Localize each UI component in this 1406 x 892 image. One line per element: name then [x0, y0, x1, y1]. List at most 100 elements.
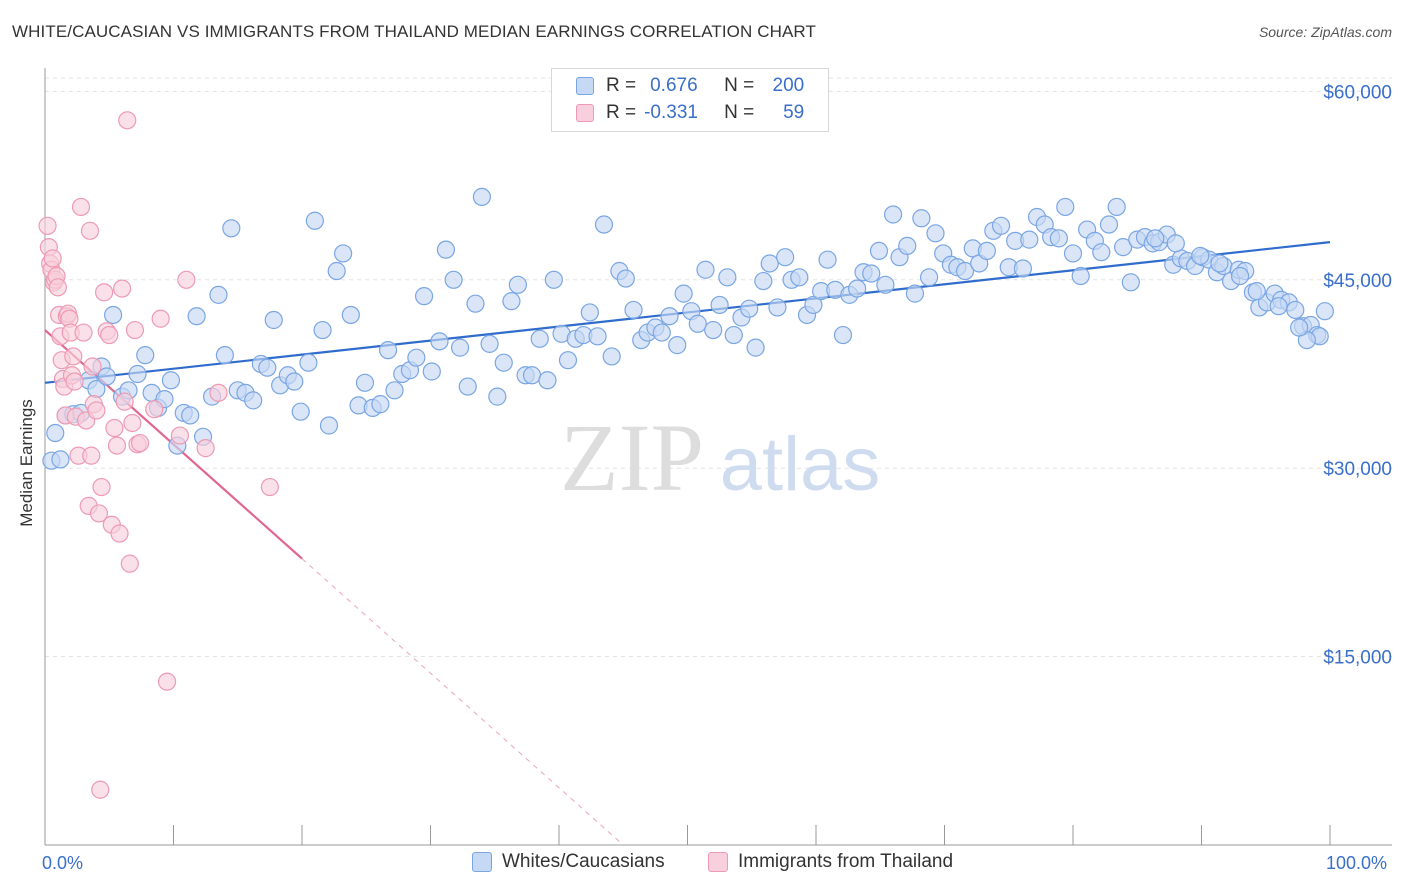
data-point: [1099, 215, 1119, 234]
data-point: [1063, 244, 1083, 263]
data-point: [46, 423, 65, 443]
data-point: [580, 303, 599, 322]
y-tick-label: $60,000: [1323, 82, 1392, 103]
data-point: [299, 353, 318, 372]
data-point: [848, 279, 867, 298]
data-point: [305, 211, 324, 230]
data-point: [926, 224, 945, 243]
data-point: [209, 285, 228, 304]
data-point: [1114, 238, 1133, 257]
data-point: [80, 221, 100, 240]
data-point: [1269, 297, 1288, 316]
data-point: [1166, 234, 1185, 253]
data-point: [161, 371, 181, 390]
data-point: [833, 325, 853, 345]
data-point: [187, 307, 206, 326]
data-point: [48, 278, 67, 297]
data-point: [754, 271, 773, 291]
data-point: [285, 372, 304, 391]
data-point: [264, 310, 283, 330]
data-point: [616, 269, 635, 288]
data-point: [51, 450, 70, 469]
data-point: [862, 264, 881, 283]
y-tick-labels: $15,000 $30,000 $45,000 $60,000: [1323, 82, 1392, 668]
data-point: [378, 341, 398, 360]
data-point: [660, 307, 679, 326]
data-point: [436, 240, 456, 259]
data-point: [107, 436, 127, 455]
data-point: [955, 261, 975, 281]
data-point: [1107, 197, 1126, 217]
chart-source: Source: ZipAtlas.com: [1258, 24, 1392, 40]
x-tick-label-min: 0.0%: [42, 853, 84, 873]
legend-n-value: 200: [772, 75, 805, 96]
data-point: [538, 371, 557, 390]
data-point: [104, 305, 123, 325]
data-point: [494, 353, 513, 372]
data-point: [1121, 273, 1140, 292]
data-point: [125, 320, 145, 340]
axes: [44, 68, 1392, 846]
data-point: [790, 268, 809, 287]
data-point: [1013, 259, 1032, 278]
data-point: [898, 236, 917, 255]
bottom-legend-thailand: Immigrants from Thailand: [708, 851, 953, 873]
data-point: [291, 402, 310, 421]
data-point: [696, 260, 715, 279]
data-point: [876, 275, 895, 294]
data-point: [710, 295, 729, 315]
watermark-atlas: atlas: [720, 422, 881, 507]
data-point: [177, 270, 196, 289]
data-point: [480, 334, 499, 353]
data-point: [319, 416, 339, 435]
data-point: [718, 268, 737, 287]
data-point: [209, 383, 228, 402]
data-point: [341, 305, 360, 325]
legend-n-value: 59: [783, 102, 805, 123]
data-point: [65, 372, 84, 391]
data-point: [704, 320, 723, 340]
correlation-legend: R = 0.676 N = 200 R = -0.331 N = 59: [551, 68, 829, 132]
data-point: [414, 287, 434, 306]
data-point: [776, 248, 795, 267]
data-point: [258, 358, 277, 377]
data-point: [110, 524, 129, 543]
legend-row-thailand: R = -0.331 N = 59: [576, 100, 804, 126]
data-point: [746, 338, 765, 357]
data-point: [64, 347, 83, 366]
data-point: [502, 292, 521, 311]
data-point: [522, 366, 542, 385]
chart-title: WHITE/CAUCASIAN VS IMMIGRANTS FROM THAIL…: [12, 22, 816, 41]
data-point: [430, 332, 449, 351]
data-point: [82, 446, 101, 465]
legend-swatch-thailand: [576, 104, 594, 122]
data-point: [83, 357, 102, 376]
data-point: [97, 367, 116, 386]
bottom-legend-swatch-whites: [472, 852, 492, 872]
data-point: [804, 295, 823, 315]
data-point: [115, 392, 134, 411]
data-point: [244, 391, 263, 410]
data-point: [74, 323, 93, 342]
data-point: [151, 309, 170, 328]
data-point: [422, 362, 441, 381]
data-point: [334, 244, 353, 263]
data-point: [43, 249, 62, 268]
data-point: [222, 219, 241, 238]
data-point: [38, 216, 57, 235]
data-point: [508, 275, 527, 294]
data-point: [196, 439, 215, 458]
data-point: [112, 279, 132, 298]
data-point: [472, 187, 491, 207]
data-point: [407, 348, 426, 367]
data-point: [740, 299, 759, 318]
data-point: [1071, 266, 1090, 286]
data-point: [1146, 229, 1165, 248]
data-point: [905, 284, 925, 303]
legend-r-value: 0.676: [650, 75, 698, 96]
data-point: [768, 298, 787, 317]
data-point: [181, 406, 200, 425]
y-axis-label: Median Earnings: [17, 399, 36, 527]
data-point: [327, 261, 346, 281]
data-point: [1092, 243, 1111, 262]
